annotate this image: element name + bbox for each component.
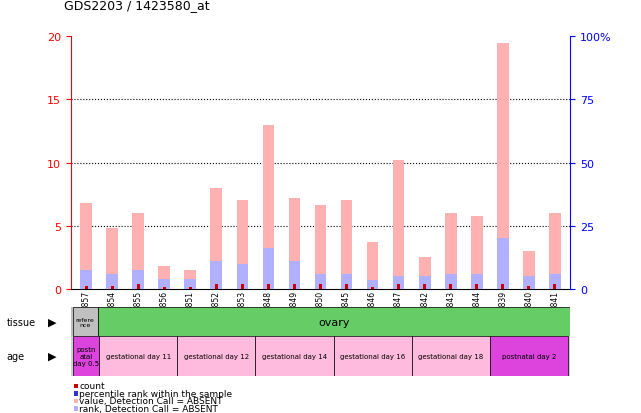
Bar xyxy=(475,284,478,289)
Bar xyxy=(549,274,561,289)
Bar xyxy=(528,286,530,289)
Bar xyxy=(419,258,431,289)
Text: refere
nce: refere nce xyxy=(76,317,94,328)
Bar xyxy=(210,188,222,289)
Bar xyxy=(367,242,378,289)
Bar xyxy=(340,201,353,289)
Text: gestational day 12: gestational day 12 xyxy=(184,353,249,359)
Text: rank, Detection Call = ABSENT: rank, Detection Call = ABSENT xyxy=(79,404,219,413)
Bar xyxy=(490,337,568,376)
Bar xyxy=(523,277,535,289)
Bar xyxy=(293,284,296,289)
Text: ▶: ▶ xyxy=(48,351,56,361)
Bar xyxy=(501,284,504,289)
Bar xyxy=(471,216,483,289)
Bar xyxy=(73,337,99,376)
Bar xyxy=(185,270,196,289)
Bar xyxy=(397,284,400,289)
Bar xyxy=(315,274,326,289)
Text: GDS2203 / 1423580_at: GDS2203 / 1423580_at xyxy=(64,0,210,12)
Bar xyxy=(241,284,244,289)
Bar xyxy=(237,201,248,289)
Bar xyxy=(449,284,453,289)
Bar xyxy=(445,274,456,289)
Text: count: count xyxy=(79,382,105,390)
Bar xyxy=(340,274,353,289)
Bar xyxy=(80,204,92,289)
Bar xyxy=(178,337,255,376)
Bar xyxy=(73,308,98,337)
Text: ovary: ovary xyxy=(319,317,350,327)
Bar xyxy=(288,198,301,289)
Bar xyxy=(237,264,248,289)
Bar xyxy=(445,214,456,289)
Bar xyxy=(106,274,118,289)
Bar xyxy=(137,284,140,289)
Bar xyxy=(158,279,170,289)
Bar xyxy=(423,284,426,289)
Text: postn
atal
day 0.5: postn atal day 0.5 xyxy=(73,346,99,366)
Bar xyxy=(99,337,178,376)
Bar xyxy=(255,337,333,376)
Bar xyxy=(393,277,404,289)
Bar xyxy=(288,261,301,289)
Bar xyxy=(371,287,374,289)
Bar xyxy=(111,286,113,289)
Bar xyxy=(185,279,196,289)
Bar xyxy=(523,251,535,289)
Bar xyxy=(393,161,404,289)
Bar xyxy=(132,270,144,289)
Bar xyxy=(267,284,270,289)
Bar xyxy=(210,261,222,289)
Text: gestational day 18: gestational day 18 xyxy=(418,353,483,359)
Bar xyxy=(188,287,192,289)
Text: age: age xyxy=(6,351,24,361)
Bar xyxy=(215,284,218,289)
Text: gestational day 16: gestational day 16 xyxy=(340,353,405,359)
Bar xyxy=(553,284,556,289)
Bar xyxy=(497,43,509,289)
Bar xyxy=(419,277,431,289)
Text: postnatal day 2: postnatal day 2 xyxy=(502,353,556,359)
Bar xyxy=(345,284,348,289)
Bar xyxy=(106,229,118,289)
Bar xyxy=(549,214,561,289)
Bar xyxy=(85,286,88,289)
Bar xyxy=(163,287,166,289)
Bar xyxy=(263,125,274,289)
Bar xyxy=(80,270,92,289)
Text: tissue: tissue xyxy=(6,317,35,327)
Bar xyxy=(497,239,509,289)
Bar xyxy=(319,284,322,289)
Bar xyxy=(333,337,412,376)
Bar xyxy=(367,280,378,289)
Text: ▶: ▶ xyxy=(48,317,56,327)
Text: percentile rank within the sample: percentile rank within the sample xyxy=(79,389,233,398)
Bar xyxy=(315,206,326,289)
Text: gestational day 11: gestational day 11 xyxy=(106,353,171,359)
Text: gestational day 14: gestational day 14 xyxy=(262,353,327,359)
Bar xyxy=(412,337,490,376)
Bar xyxy=(158,266,170,289)
Bar xyxy=(132,214,144,289)
Text: value, Detection Call = ABSENT: value, Detection Call = ABSENT xyxy=(79,396,223,405)
Bar xyxy=(263,249,274,289)
Bar xyxy=(471,274,483,289)
